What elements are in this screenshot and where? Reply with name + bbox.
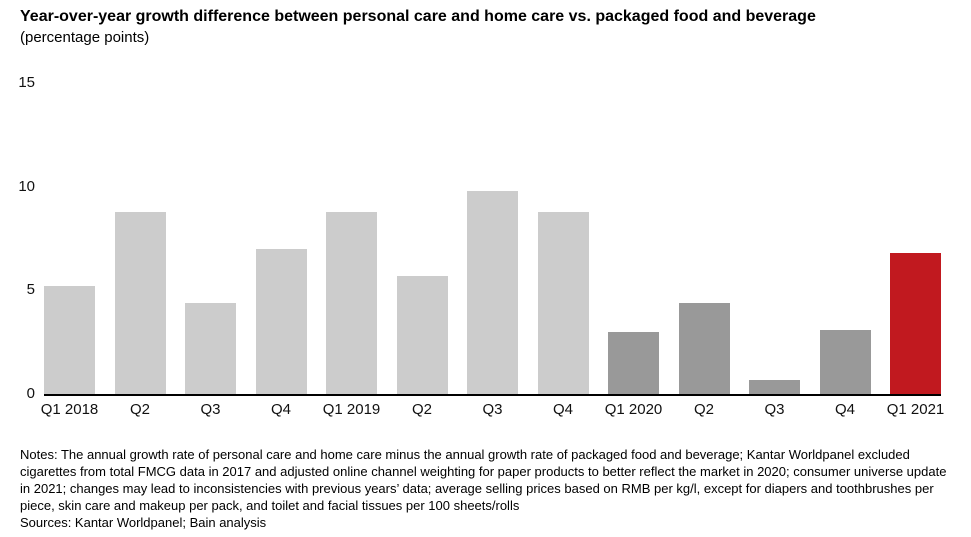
x-tick-label: Q3: [200, 401, 221, 418]
x-tick-label: Q1 2019: [322, 401, 381, 418]
bar-group: Q3: [185, 83, 236, 418]
bar-group: Q2: [396, 83, 448, 418]
x-tick-label: Q3: [764, 401, 785, 418]
x-tick-label: Q2: [129, 401, 151, 418]
bar: [114, 211, 166, 394]
bar-group: Q4: [255, 83, 307, 418]
notes-text: Notes: The annual growth rate of persona…: [20, 447, 947, 513]
y-tick-label: 10: [18, 177, 35, 195]
x-tick-label: Q4: [552, 401, 574, 418]
bar-group: Q1 2021: [887, 83, 944, 418]
bar-group: Q1 2019: [323, 83, 380, 418]
bar-group: Q4: [819, 83, 871, 418]
bar: [255, 248, 307, 394]
bar-group: Q1 2020: [605, 83, 662, 418]
x-tick-label: Q2: [693, 401, 715, 418]
bar-group: Q1 2018: [41, 83, 98, 418]
bar: [396, 275, 448, 394]
x-tick-label: Q4: [834, 401, 856, 418]
bar-group: Q3: [749, 83, 800, 418]
bar: [326, 211, 377, 394]
x-tick-label: Q1 2020: [604, 401, 663, 418]
bar: [185, 302, 236, 394]
bar-group: Q2: [678, 83, 730, 418]
bar: [537, 211, 589, 394]
chart-title: Year-over-year growth difference between…: [20, 8, 816, 25]
x-tick-label: Q4: [270, 401, 292, 418]
chart-subtitle: (percentage points): [20, 29, 150, 46]
bar: [749, 379, 800, 394]
y-axis: 0 5 10 15: [12, 75, 35, 402]
plot-area: Q1 2018 Q2 Q3 Q4 Q1 2019 Q2 Q3 Q4 Q1 2020 Q2 Q3 Q4 Q…: [41, 83, 944, 418]
bar: [44, 286, 95, 394]
bar: [890, 253, 941, 394]
bar-group: Q3: [467, 83, 518, 418]
y-tick-label: 0: [26, 385, 35, 402]
x-tick-label: Q2: [411, 401, 433, 418]
x-tick-label: Q1 2021: [886, 401, 945, 418]
bars: Q1 2018 Q2 Q3 Q4 Q1 2019 Q2 Q3 Q4 Q1 2020 Q2 Q3 Q4 Q…: [41, 83, 944, 418]
bar: [467, 190, 518, 394]
bar: [678, 302, 730, 394]
sources-text: Sources: Kantar Worldpanel; Bain analysi…: [20, 515, 267, 530]
bar: [819, 329, 871, 394]
y-tick-label: 5: [26, 281, 35, 299]
y-tick-label: 15: [18, 74, 35, 91]
x-tick-label: Q3: [482, 401, 503, 418]
bar-group: Q4: [537, 83, 589, 418]
bar-group: Q2: [114, 83, 166, 418]
x-tick-label: Q1 2018: [40, 401, 99, 418]
bar: [608, 331, 659, 394]
